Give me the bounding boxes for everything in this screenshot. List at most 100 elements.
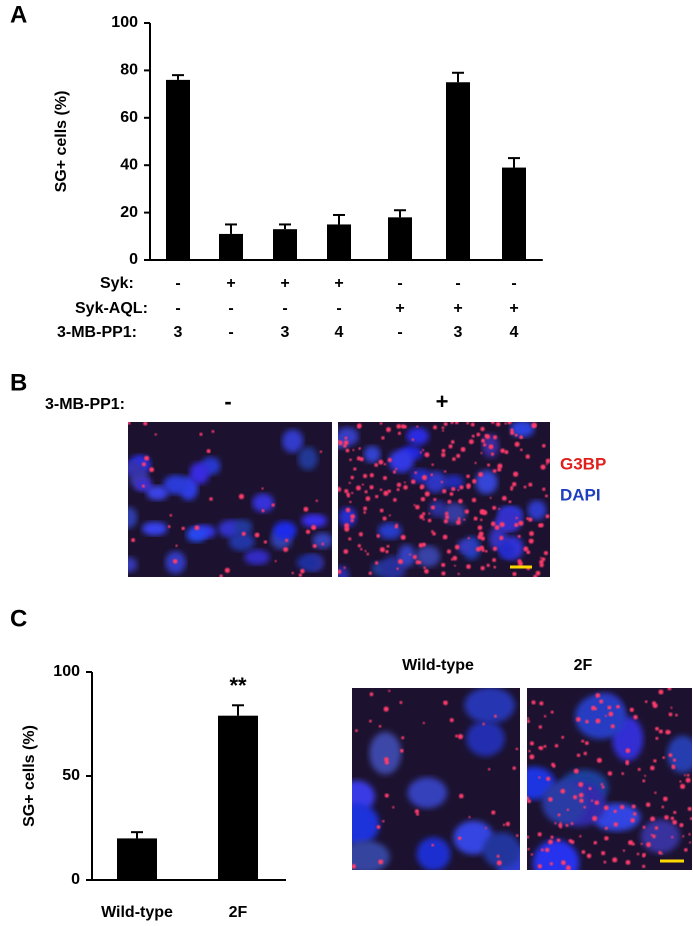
stain-label: G3BP bbox=[560, 454, 606, 473]
granule bbox=[441, 426, 445, 430]
granule bbox=[668, 712, 673, 717]
granule bbox=[181, 526, 185, 531]
granule bbox=[364, 550, 367, 553]
granule bbox=[358, 447, 361, 450]
y-axis-label: SG+ cells (%) bbox=[21, 725, 38, 827]
granule bbox=[382, 820, 385, 823]
granule bbox=[422, 518, 425, 521]
nucleus bbox=[228, 532, 255, 551]
nucleus bbox=[189, 462, 210, 485]
granule bbox=[415, 504, 420, 510]
granule bbox=[283, 547, 289, 553]
granule bbox=[419, 514, 425, 520]
granule bbox=[343, 549, 349, 554]
granule bbox=[529, 531, 534, 537]
granule bbox=[449, 492, 454, 496]
y-tick-label: 0 bbox=[71, 871, 80, 888]
granule bbox=[403, 425, 407, 429]
granule bbox=[504, 450, 509, 455]
granule bbox=[665, 729, 671, 735]
granule bbox=[471, 434, 475, 438]
granule bbox=[378, 459, 384, 465]
granule bbox=[664, 815, 669, 820]
granule bbox=[667, 688, 672, 691]
granule bbox=[345, 448, 350, 453]
granule bbox=[578, 792, 584, 798]
granule bbox=[414, 809, 420, 814]
granule bbox=[453, 564, 456, 567]
granule bbox=[449, 718, 454, 723]
granule bbox=[640, 842, 643, 845]
granule bbox=[650, 765, 655, 771]
granule bbox=[344, 489, 349, 494]
granule bbox=[457, 519, 461, 522]
granule bbox=[374, 463, 379, 467]
granule bbox=[343, 566, 346, 569]
granule bbox=[579, 798, 584, 803]
granule bbox=[546, 776, 551, 782]
granule bbox=[338, 569, 342, 575]
granule bbox=[629, 707, 634, 713]
granule bbox=[504, 422, 507, 425]
nucleus bbox=[234, 519, 253, 536]
granule bbox=[387, 489, 391, 493]
granule bbox=[603, 860, 607, 864]
nucleus bbox=[498, 542, 515, 559]
condition-value: 3 bbox=[454, 324, 463, 341]
granule bbox=[685, 777, 691, 783]
granule bbox=[403, 485, 408, 490]
granule bbox=[366, 552, 370, 556]
nucleus bbox=[128, 460, 144, 477]
granule bbox=[539, 563, 544, 568]
granule bbox=[467, 537, 470, 540]
granule bbox=[668, 753, 673, 758]
granule bbox=[424, 491, 430, 497]
granule bbox=[497, 463, 503, 469]
granule bbox=[541, 443, 546, 448]
granule bbox=[487, 768, 491, 771]
granule bbox=[608, 711, 614, 717]
granule bbox=[621, 772, 625, 775]
condition-value: - bbox=[282, 300, 287, 317]
granule bbox=[490, 452, 495, 456]
granule bbox=[544, 494, 548, 498]
nucleus bbox=[510, 422, 535, 438]
granule bbox=[556, 838, 561, 843]
granule bbox=[607, 771, 613, 776]
granule bbox=[414, 471, 418, 474]
granule bbox=[224, 567, 230, 573]
granule bbox=[488, 444, 494, 450]
nucleus bbox=[298, 446, 318, 470]
granule bbox=[671, 836, 674, 839]
condition-value: + bbox=[280, 275, 289, 292]
granule bbox=[527, 719, 530, 723]
granule bbox=[446, 549, 452, 554]
granule bbox=[261, 487, 264, 490]
granule bbox=[457, 733, 464, 740]
granule bbox=[431, 843, 435, 847]
granule bbox=[450, 422, 454, 425]
granule bbox=[271, 503, 275, 507]
granule bbox=[431, 463, 434, 466]
y-tick-label: 100 bbox=[111, 14, 138, 31]
granule bbox=[512, 766, 516, 770]
image-label: Wild-type bbox=[402, 657, 474, 674]
granule bbox=[616, 704, 620, 709]
granule bbox=[495, 422, 501, 427]
granule bbox=[612, 857, 618, 863]
granule bbox=[505, 821, 511, 827]
panel-label: C bbox=[10, 605, 27, 632]
granule bbox=[466, 422, 470, 425]
granule bbox=[455, 734, 458, 738]
granule bbox=[274, 560, 277, 563]
granule bbox=[415, 560, 420, 565]
granule bbox=[384, 760, 390, 765]
granule bbox=[378, 859, 384, 865]
granule bbox=[688, 833, 691, 836]
granule bbox=[672, 758, 677, 762]
granule bbox=[486, 563, 490, 568]
granule bbox=[490, 521, 496, 527]
granule bbox=[687, 806, 692, 811]
granule bbox=[392, 470, 397, 474]
granule bbox=[361, 483, 364, 486]
